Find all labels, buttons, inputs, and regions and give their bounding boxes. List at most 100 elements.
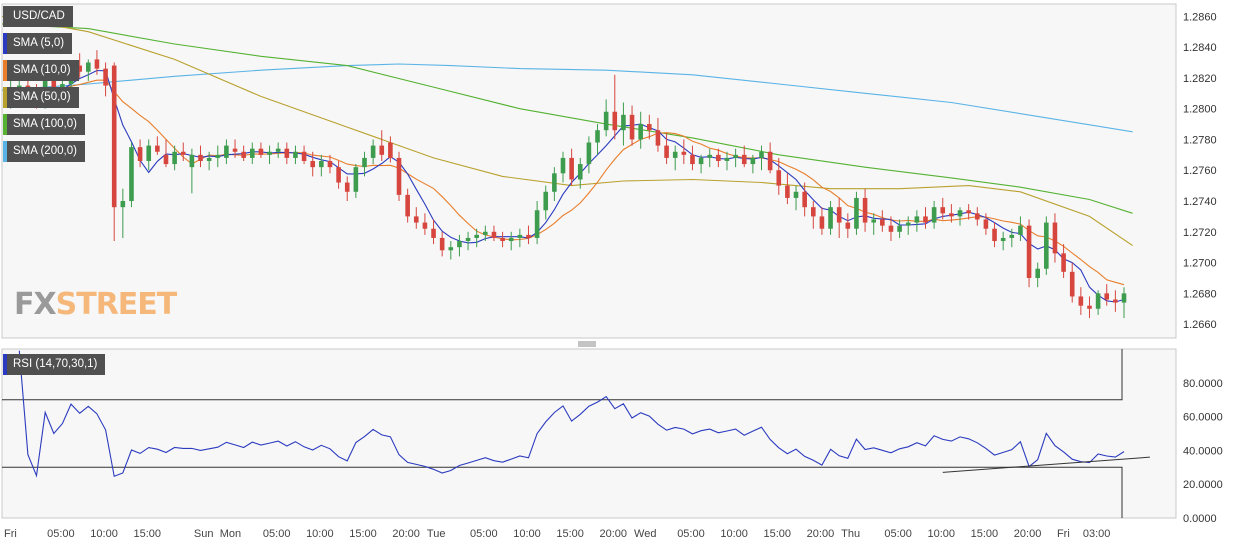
time-tick-label: Fri (4, 528, 17, 540)
candle-body (189, 154, 195, 168)
candle-body (759, 151, 764, 158)
rsi-tick-label: 60.0000 (1183, 412, 1223, 424)
sma10-swatch (3, 60, 7, 81)
sma50-swatch (3, 87, 7, 108)
candle-body (224, 145, 229, 158)
candle-body (362, 157, 367, 168)
candle-body (647, 124, 652, 131)
rsi-tick-label: 0.0000 (1183, 513, 1217, 525)
candle-body (577, 164, 583, 180)
price-tick-label: 1.2660 (1183, 319, 1217, 331)
rsi-overbought-line (2, 349, 1123, 401)
candle-body (310, 160, 316, 168)
time-tick-label: Thu (841, 528, 860, 540)
candle-body (1035, 268, 1040, 278)
candle-body (992, 228, 997, 242)
rsi-label: RSI (14,70,30,1) (13, 358, 98, 370)
candle-body (319, 160, 324, 168)
legend-symbol[interactable]: USD/CAD (3, 6, 73, 27)
candle-body (163, 154, 169, 165)
candle-body (672, 151, 678, 158)
candle-body (1078, 296, 1084, 306)
candle-body (767, 151, 773, 171)
candle-body (86, 62, 91, 72)
rsi-layer (2, 349, 1150, 518)
candle-body (966, 210, 971, 214)
time-tick-label: 15:00 (349, 528, 377, 540)
price-tick-label: 1.2680 (1183, 288, 1217, 300)
candle-body (698, 157, 704, 165)
rsi-oversold-line (2, 466, 1123, 518)
rsi-panel (1, 348, 1177, 519)
candle-body (931, 207, 937, 223)
rsi-swatch (3, 354, 7, 375)
candle-body (379, 145, 385, 155)
candle-body (388, 142, 393, 158)
candle-body (120, 201, 126, 208)
candle-body (603, 111, 609, 131)
candle-body (103, 68, 108, 86)
candle-body (880, 219, 885, 226)
candle-body (716, 154, 721, 161)
legend-sma5[interactable]: SMA (5,0) (3, 33, 73, 54)
time-tick-label: 05:00 (677, 528, 705, 540)
legend-sma100[interactable]: SMA (100,0) (3, 114, 85, 135)
candle-body (431, 228, 436, 238)
time-tick-label: 05:00 (470, 528, 498, 540)
candle-body (595, 130, 600, 143)
candle-body (1044, 222, 1049, 269)
candle-body (1095, 293, 1101, 309)
candle-body (301, 151, 307, 161)
candle-body (690, 154, 695, 165)
candle-body (249, 148, 255, 158)
candle-body (914, 216, 920, 223)
candle-body (232, 148, 238, 152)
time-tick-label: 20:00 (1014, 528, 1042, 540)
watermark-fx: FX (14, 287, 57, 322)
candle-body (51, 80, 57, 91)
legend-sma200[interactable]: SMA (200,0) (3, 141, 85, 162)
price-tick-label: 1.2800 (1183, 104, 1217, 116)
candle-body (750, 157, 756, 165)
rsi-tick-label: 40.0000 (1183, 445, 1223, 457)
legend-sma50[interactable]: SMA (50,0) (3, 87, 79, 108)
candle-body (940, 207, 946, 214)
rsi-line (18, 350, 1125, 478)
price-tick-label: 1.2700 (1183, 258, 1217, 270)
legend-rsi[interactable]: RSI (14,70,30,1) (3, 354, 106, 375)
candle-body (560, 157, 566, 174)
candle-body (983, 219, 989, 229)
candle-body (733, 154, 738, 158)
candle-body (111, 65, 117, 208)
candle-body (1061, 253, 1066, 272)
price-tick-label: 1.2780 (1183, 134, 1217, 146)
candle-body (1069, 271, 1075, 297)
candle-body (1009, 234, 1015, 238)
candle-body (1087, 305, 1092, 309)
candle-body (241, 151, 246, 158)
candle-body (923, 216, 928, 223)
time-tick-label: 10:00 (720, 528, 748, 540)
candle-body (1104, 293, 1110, 300)
candle-body (534, 210, 540, 238)
candle-body (1018, 225, 1023, 235)
candle-body (905, 222, 911, 226)
price-tick-label: 1.2720 (1183, 227, 1217, 239)
time-tick-label: 10:00 (306, 528, 334, 540)
time-tick-label: 15:00 (556, 528, 584, 540)
candle-body (655, 130, 661, 146)
legend-sma10[interactable]: SMA (10,0) (3, 60, 79, 81)
sma100-label: SMA (100,0) (13, 118, 77, 130)
candle-body (974, 213, 980, 220)
candle-body (526, 234, 531, 238)
candle-body (638, 124, 643, 140)
time-tick-label: 15:00 (971, 528, 999, 540)
candle-body (793, 191, 799, 198)
candle-body (370, 145, 376, 158)
candle-body (215, 154, 221, 158)
candle-body (836, 207, 842, 223)
candle-body (586, 142, 592, 165)
candle-body (327, 160, 333, 168)
candle-body (1000, 237, 1006, 242)
